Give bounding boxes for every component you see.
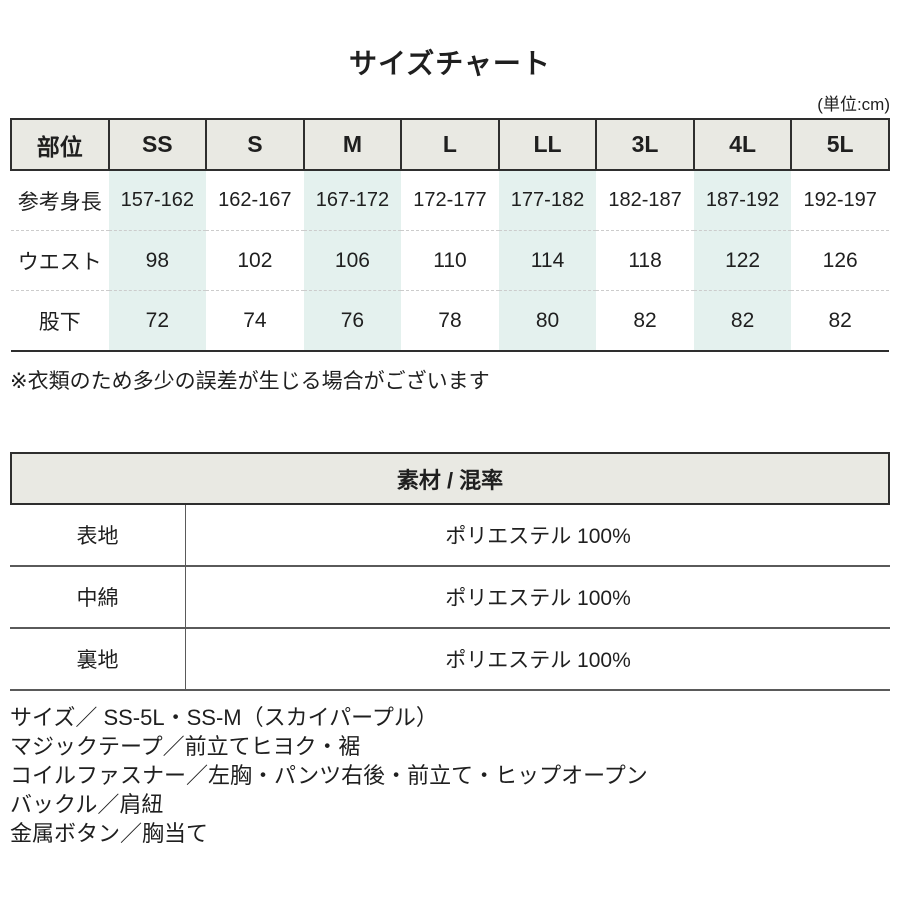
cell-height-l: 172-177 bbox=[413, 189, 487, 211]
cell-height-m: 167-172 bbox=[303, 170, 402, 231]
header-cell-part: 部位 bbox=[10, 118, 110, 171]
size-table: 部位 SS S M L LL 3L 4L 5L 参考身長 157-162 162… bbox=[10, 118, 890, 352]
detail-line-coil-fastener: コイルファスナー／左胸・パンツ右後・前立て・ヒップオープン bbox=[10, 763, 648, 788]
page-title: サイズチャート bbox=[349, 48, 551, 79]
cell-waist-ll: 114 bbox=[498, 230, 597, 291]
cell-waist-4l: 122 bbox=[693, 230, 792, 291]
cell-waist-s: 102 bbox=[206, 230, 304, 291]
cell-height-4l: 187-192 bbox=[693, 170, 792, 231]
material-label: 中綿 bbox=[76, 587, 119, 610]
cell-inseam-ss: 72 bbox=[108, 290, 207, 352]
cell-inseam-5l: 82 bbox=[791, 290, 889, 352]
header-cell-5l: 5L bbox=[790, 118, 890, 171]
cell-inseam-m: 76 bbox=[303, 290, 402, 352]
material-label: 表地 bbox=[76, 525, 119, 548]
detail-line-metal-button: 金属ボタン／胸当て bbox=[10, 821, 209, 846]
material-table: 表地 ポリエステル 100% 中綿 ポリエステル 100% 裏地 ポリエステル … bbox=[10, 505, 890, 691]
material-value: ポリエステル 100% bbox=[185, 567, 890, 627]
cell-height-ss: 157-162 bbox=[108, 170, 207, 231]
header-cell-m: M bbox=[302, 118, 403, 171]
table-row-height: 参考身長 157-162 162-167 167-172 172-177 177… bbox=[11, 170, 889, 231]
header-cell-ll: LL bbox=[497, 118, 598, 171]
cell-inseam-3l: 82 bbox=[596, 290, 694, 352]
header-cell-4l: 4L bbox=[692, 118, 793, 171]
cell-waist-5l: 126 bbox=[791, 230, 889, 291]
unit-note: (単位:cm) bbox=[817, 95, 890, 114]
product-details: サイズ／ SS-5L・SS-M（スカイパープル） マジックテープ／前立てヒヨク・… bbox=[10, 703, 890, 848]
cell-inseam-4l: 82 bbox=[693, 290, 792, 352]
table-row-waist: ウエスト 98 102 106 110 114 118 122 126 bbox=[11, 230, 889, 291]
cell-inseam-s: 74 bbox=[206, 290, 304, 352]
cell-waist-3l: 118 bbox=[596, 230, 694, 291]
cell-inseam-ll: 80 bbox=[498, 290, 597, 352]
cell-height-5l: 192-197 bbox=[803, 189, 877, 211]
material-label: 裏地 bbox=[76, 649, 119, 672]
row-label: ウエスト bbox=[11, 230, 109, 291]
header-cell-s: S bbox=[205, 118, 305, 171]
size-table-header: 部位 SS S M L LL 3L 4L 5L bbox=[10, 118, 890, 171]
cell-waist-l: 110 bbox=[401, 230, 499, 291]
cell-height-ll: 177-182 bbox=[498, 170, 597, 231]
material-row-padding: 中綿 ポリエステル 100% bbox=[10, 567, 890, 629]
material-table-title: 素材 / 混率 bbox=[10, 452, 890, 505]
cell-inseam-l: 78 bbox=[401, 290, 499, 352]
header-cell-l: L bbox=[400, 118, 500, 171]
size-disclaimer-note: ※衣類のため多少の誤差が生じる場合がございます bbox=[10, 370, 490, 393]
size-table-body: 参考身長 157-162 162-167 167-172 172-177 177… bbox=[11, 170, 889, 352]
detail-line-magic-tape: マジックテープ／前立てヒヨク・裾 bbox=[10, 734, 361, 759]
material-value: ポリエステル 100% bbox=[185, 505, 890, 565]
header-cell-ss: SS bbox=[107, 118, 208, 171]
detail-line-buckle: バックル／肩紐 bbox=[10, 792, 164, 817]
table-row-inseam: 股下 72 74 76 78 80 82 82 82 bbox=[11, 290, 889, 352]
cell-waist-m: 106 bbox=[303, 230, 402, 291]
cell-height-s: 162-167 bbox=[218, 189, 292, 211]
material-row-lining: 裏地 ポリエステル 100% bbox=[10, 629, 890, 691]
cell-height-3l: 182-187 bbox=[608, 189, 682, 211]
material-row-outer: 表地 ポリエステル 100% bbox=[10, 505, 890, 567]
header-row: 部位 SS S M L LL 3L 4L 5L bbox=[10, 118, 890, 171]
material-value: ポリエステル 100% bbox=[185, 629, 890, 689]
cell-waist-ss: 98 bbox=[108, 230, 207, 291]
detail-line-size: サイズ／ SS-5L・SS-M（スカイパープル） bbox=[10, 705, 438, 730]
row-label: 参考身長 bbox=[17, 190, 102, 214]
row-label: 股下 bbox=[11, 290, 109, 352]
header-cell-3l: 3L bbox=[595, 118, 695, 171]
